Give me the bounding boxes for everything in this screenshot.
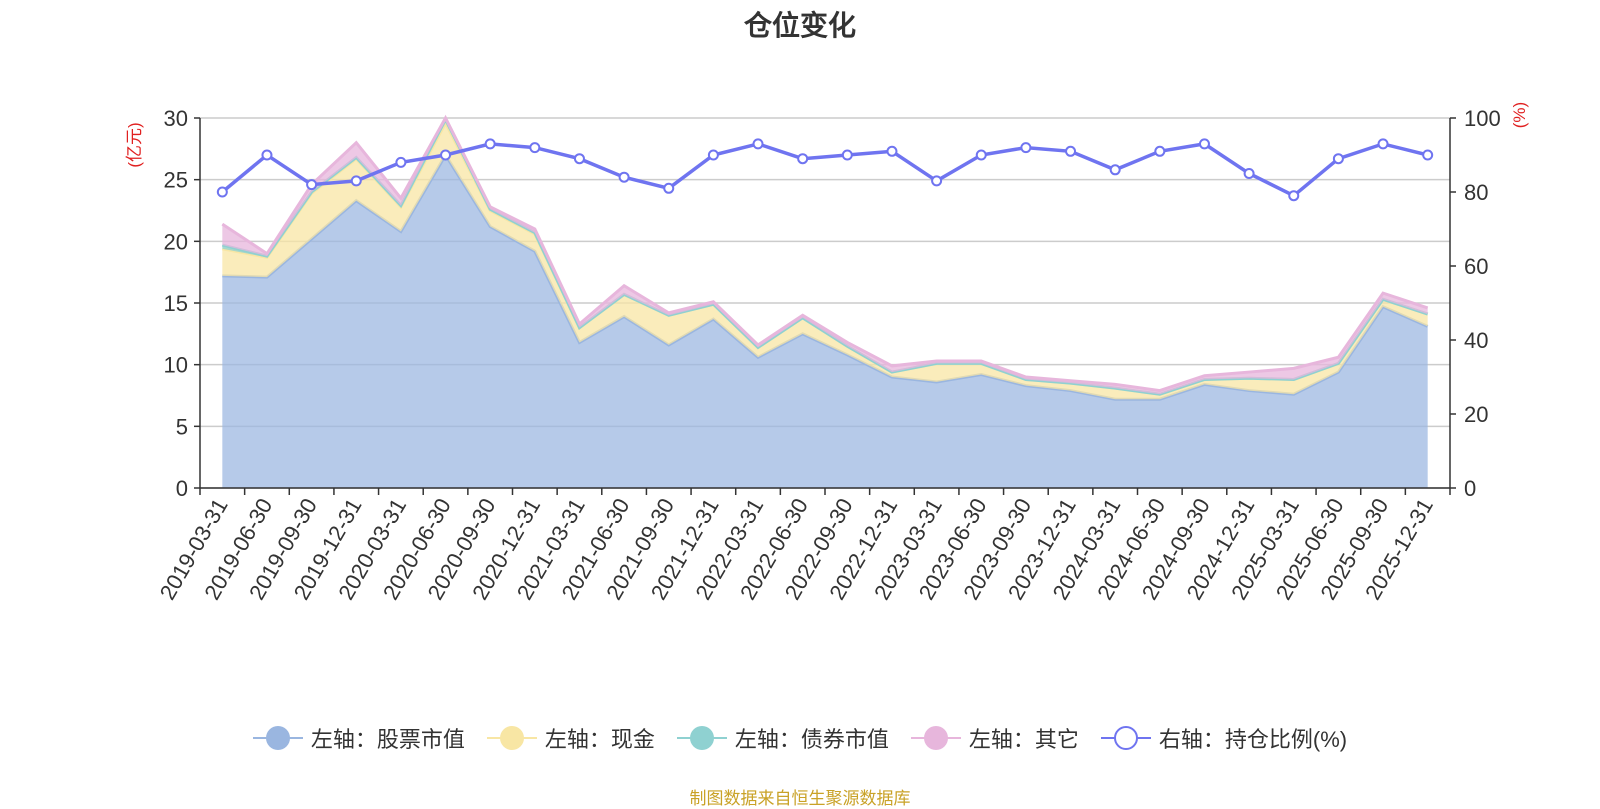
holding-ratio-point	[395, 156, 407, 168]
area-series-3	[222, 118, 1428, 395]
legend-item-cash[interactable]: 左轴：现金	[486, 722, 655, 754]
left-tick-label: 5	[176, 414, 188, 439]
legend-item-holding-ratio[interactable]: 右轴：持仓比例(%)	[1100, 722, 1348, 754]
legend-label-other: 左轴：其它	[968, 727, 1079, 752]
holding-ratio-point	[1243, 168, 1255, 179]
holding-ratio-line	[221, 142, 1429, 198]
holding-ratio-point	[440, 149, 452, 161]
holding-ratio-point	[1377, 138, 1389, 150]
holding-ratio-point	[529, 142, 541, 154]
holding-ratio-point	[618, 171, 630, 183]
legend-item-bond[interactable]: 左轴：债券市值	[676, 722, 889, 754]
legend-item-other[interactable]: 左轴：其它	[910, 722, 1079, 754]
holding-ratio-point	[752, 138, 764, 150]
holding-ratio-point	[1065, 145, 1077, 157]
right-tick-label: 80	[1464, 180, 1488, 205]
legend-label-bond: 左轴：债券市值	[734, 727, 889, 752]
holding-ratio-point	[306, 179, 318, 191]
holding-ratio-point	[1109, 164, 1121, 176]
left-tick-label: 15	[164, 291, 188, 316]
holding-ratio-point	[707, 149, 719, 161]
left-tick-label: 30	[164, 106, 188, 131]
left-tick-label: 20	[164, 229, 188, 254]
left-tick-label: 25	[164, 168, 188, 193]
holding-ratio-point	[261, 149, 273, 161]
holding-ratio-point	[886, 145, 898, 157]
right-tick-label: 0	[1464, 476, 1476, 501]
chart-legend: 左轴：股票市值 左轴：现金 左轴：债券市值 左轴：其它 右轴：持仓比例(%)	[0, 722, 1600, 754]
holding-ratio-point	[1198, 138, 1210, 150]
holding-ratio-point	[931, 175, 943, 187]
right-tick-label: 100	[1464, 106, 1501, 131]
legend-label-holding-ratio: 右轴：持仓比例(%)	[1158, 727, 1348, 752]
source-note: 制图数据来自恒生聚源数据库	[689, 789, 911, 808]
legend-label-stock: 左轴：股票市值	[310, 727, 465, 752]
holding-ratio-point	[975, 149, 987, 161]
holding-ratio-point	[1020, 142, 1032, 154]
holding-ratio-point	[1154, 145, 1166, 157]
holding-ratio-point	[216, 186, 228, 198]
area-series-0	[222, 155, 1428, 488]
chart-title: 仓位变化	[743, 10, 856, 41]
holding-ratio-point	[841, 149, 853, 161]
right-tick-label: 20	[1464, 402, 1488, 427]
holding-ratio-point	[797, 153, 809, 165]
legend-label-cash: 左轴：现金	[544, 727, 655, 752]
legend-swatch-bond-icon	[676, 723, 727, 753]
holding-ratio-point	[484, 138, 496, 150]
legend-swatch-stock-icon	[252, 723, 303, 753]
right-tick-label: 60	[1464, 254, 1488, 279]
legend-item-stock[interactable]: 左轴：股票市值	[252, 722, 465, 754]
legend-swatch-cash-icon	[486, 723, 537, 753]
legend-swatch-holding-ratio-icon	[1100, 723, 1151, 753]
right-tick-label: 40	[1464, 328, 1488, 353]
holding-ratio-point	[573, 153, 585, 165]
left-tick-label: 10	[164, 353, 188, 378]
right-axis-unit: (%)	[1510, 102, 1529, 128]
holding-ratio-point	[663, 182, 675, 194]
holding-ratio-point	[1422, 149, 1434, 161]
holding-ratio-point	[1332, 153, 1344, 165]
holding-ratio-point	[1288, 190, 1300, 202]
legend-swatch-other-icon	[910, 723, 961, 753]
left-axis-unit: (亿元)	[125, 122, 144, 167]
left-tick-label: 0	[176, 476, 188, 501]
holding-ratio-point	[350, 175, 362, 187]
area-series-1	[222, 122, 1428, 400]
